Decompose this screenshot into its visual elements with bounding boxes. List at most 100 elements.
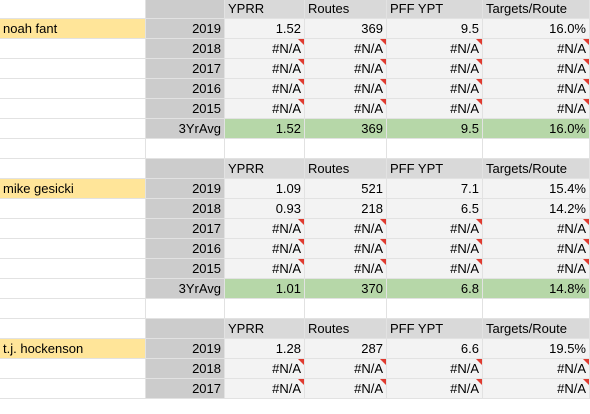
value-cell[interactable]: 0.93 [225, 199, 305, 219]
avg-value-cell[interactable]: 6.8 [387, 279, 483, 299]
error-value-cell[interactable]: #N/A [305, 239, 387, 259]
column-header-cell[interactable]: Routes [305, 159, 387, 179]
avg-value-cell[interactable]: 369 [305, 119, 387, 139]
error-value-cell[interactable]: #N/A [305, 359, 387, 379]
error-value-cell[interactable]: #N/A [387, 79, 483, 99]
blank-cell[interactable] [483, 299, 590, 319]
value-cell[interactable]: 14.2% [483, 199, 590, 219]
year-cell[interactable]: 2018 [146, 199, 225, 219]
value-cell[interactable]: 19.5% [483, 339, 590, 359]
avg-value-cell[interactable]: 16.0% [483, 119, 590, 139]
blank-cell[interactable] [305, 139, 387, 159]
value-cell[interactable]: 7.1 [387, 179, 483, 199]
year-cell[interactable]: 2019 [146, 339, 225, 359]
value-cell[interactable]: 287 [305, 339, 387, 359]
blank-cell[interactable] [0, 79, 146, 99]
error-value-cell[interactable]: #N/A [483, 379, 590, 399]
blank-cell[interactable] [0, 239, 146, 259]
blank-cell[interactable] [0, 139, 146, 159]
value-cell[interactable]: 9.5 [387, 19, 483, 39]
column-header-cell[interactable]: YPRR [225, 319, 305, 339]
player-name-cell[interactable]: t.j. hockenson [0, 339, 146, 359]
error-value-cell[interactable]: #N/A [225, 359, 305, 379]
error-value-cell[interactable]: #N/A [305, 259, 387, 279]
column-header-cell[interactable]: Targets/Route [483, 159, 590, 179]
column-header-cell[interactable]: Targets/Route [483, 0, 590, 19]
year-cell[interactable]: 2019 [146, 179, 225, 199]
error-value-cell[interactable]: #N/A [483, 239, 590, 259]
value-cell[interactable]: 521 [305, 179, 387, 199]
error-value-cell[interactable]: #N/A [225, 99, 305, 119]
avg-value-cell[interactable]: 370 [305, 279, 387, 299]
column-header-cell[interactable]: PFF YPT [387, 0, 483, 19]
header-corner-cell[interactable] [146, 319, 225, 339]
year-cell[interactable]: 2018 [146, 39, 225, 59]
blank-cell[interactable] [0, 59, 146, 79]
error-value-cell[interactable]: #N/A [387, 99, 483, 119]
avg-value-cell[interactable]: 1.52 [225, 119, 305, 139]
error-value-cell[interactable]: #N/A [305, 99, 387, 119]
error-value-cell[interactable]: #N/A [225, 219, 305, 239]
column-header-cell[interactable]: Targets/Route [483, 319, 590, 339]
error-value-cell[interactable]: #N/A [387, 359, 483, 379]
error-value-cell[interactable]: #N/A [483, 59, 590, 79]
blank-cell[interactable] [225, 299, 305, 319]
blank-cell[interactable] [225, 139, 305, 159]
avg-value-cell[interactable]: 9.5 [387, 119, 483, 139]
blank-cell[interactable] [305, 299, 387, 319]
blank-cell[interactable] [0, 279, 146, 299]
error-value-cell[interactable]: #N/A [225, 39, 305, 59]
year-cell[interactable]: 2017 [146, 59, 225, 79]
blank-cell[interactable] [0, 319, 146, 339]
player-name-cell[interactable]: mike gesicki [0, 179, 146, 199]
value-cell[interactable]: 16.0% [483, 19, 590, 39]
error-value-cell[interactable]: #N/A [225, 379, 305, 399]
column-header-cell[interactable]: Routes [305, 0, 387, 19]
year-cell[interactable]: 2017 [146, 379, 225, 399]
error-value-cell[interactable]: #N/A [387, 379, 483, 399]
value-cell[interactable]: 1.28 [225, 339, 305, 359]
error-value-cell[interactable]: #N/A [483, 259, 590, 279]
avg-value-cell[interactable]: 1.01 [225, 279, 305, 299]
blank-cell[interactable] [0, 359, 146, 379]
blank-cell[interactable] [0, 379, 146, 399]
error-value-cell[interactable]: #N/A [305, 79, 387, 99]
error-value-cell[interactable]: #N/A [305, 219, 387, 239]
blank-cell[interactable] [387, 299, 483, 319]
value-cell[interactable]: 6.5 [387, 199, 483, 219]
blank-cell[interactable] [483, 139, 590, 159]
error-value-cell[interactable]: #N/A [387, 39, 483, 59]
error-value-cell[interactable]: #N/A [483, 39, 590, 59]
error-value-cell[interactable]: #N/A [225, 79, 305, 99]
error-value-cell[interactable]: #N/A [483, 99, 590, 119]
blank-cell[interactable] [146, 139, 225, 159]
column-header-cell[interactable]: PFF YPT [387, 319, 483, 339]
column-header-cell[interactable]: YPRR [225, 0, 305, 19]
blank-cell[interactable] [0, 299, 146, 319]
value-cell[interactable]: 1.52 [225, 19, 305, 39]
error-value-cell[interactable]: #N/A [305, 39, 387, 59]
error-value-cell[interactable]: #N/A [387, 239, 483, 259]
error-value-cell[interactable]: #N/A [483, 79, 590, 99]
year-cell[interactable]: 2018 [146, 359, 225, 379]
year-cell[interactable]: 2019 [146, 19, 225, 39]
avg-label-cell[interactable]: 3YrAvg [146, 119, 225, 139]
column-header-cell[interactable]: Routes [305, 319, 387, 339]
blank-cell[interactable] [146, 299, 225, 319]
avg-label-cell[interactable]: 3YrAvg [146, 279, 225, 299]
value-cell[interactable]: 218 [305, 199, 387, 219]
error-value-cell[interactable]: #N/A [387, 219, 483, 239]
error-value-cell[interactable]: #N/A [225, 239, 305, 259]
error-value-cell[interactable]: #N/A [483, 219, 590, 239]
error-value-cell[interactable]: #N/A [387, 59, 483, 79]
error-value-cell[interactable]: #N/A [305, 59, 387, 79]
year-cell[interactable]: 2017 [146, 219, 225, 239]
header-corner-cell[interactable] [146, 159, 225, 179]
value-cell[interactable]: 1.09 [225, 179, 305, 199]
value-cell[interactable]: 369 [305, 19, 387, 39]
blank-cell[interactable] [0, 119, 146, 139]
error-value-cell[interactable]: #N/A [387, 259, 483, 279]
error-value-cell[interactable]: #N/A [305, 379, 387, 399]
column-header-cell[interactable]: PFF YPT [387, 159, 483, 179]
blank-cell[interactable] [0, 159, 146, 179]
